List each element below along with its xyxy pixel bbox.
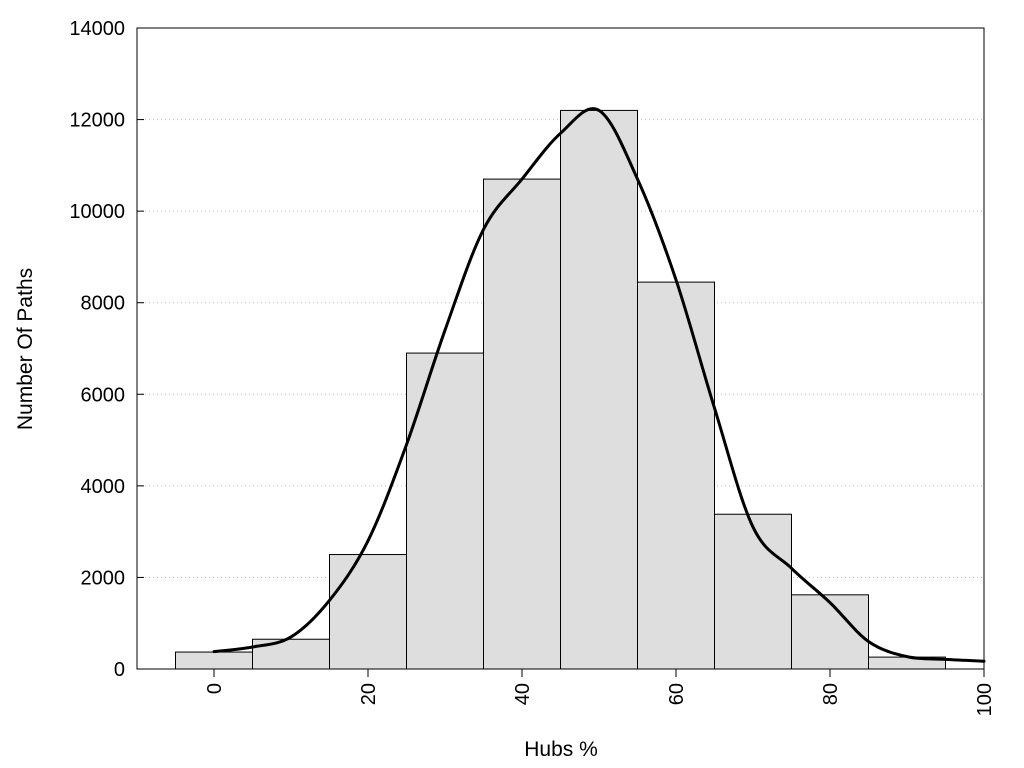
y-tick-label-12000: 12000 [69,110,125,132]
y-axis-ticks: 0 2000 4000 6000 8000 10000 12000 14000 [69,18,144,681]
y-tick-label-14000: 14000 [69,18,125,40]
y-axis-title: Number Of Paths [14,268,37,430]
y-tick-label-0: 0 [114,659,125,681]
histogram-bar-70 [714,513,792,670]
histogram-bars [175,109,946,670]
histogram-bar-10 [252,638,330,670]
y-tick-label-4000: 4000 [81,476,126,498]
histogram-bar-30 [406,352,484,670]
density-curve-layer [212,107,986,663]
x-axis-ticks: 0 20 40 60 80 100 [204,669,996,716]
histogram-bar-50 [560,109,638,670]
x-axis-title: Hubs % [524,738,598,761]
plot-frame [136,27,985,670]
x-tick-label-40: 40 [512,683,534,705]
histogram-bar-20 [329,554,407,670]
x-tick-label-100: 100 [974,683,996,716]
y-tick-label-10000: 10000 [69,201,125,223]
x-tick-label-20: 20 [358,683,380,705]
x-tick-label-60: 60 [666,683,688,705]
x-tick-label-0: 0 [204,683,226,694]
y-tick-label-6000: 6000 [81,384,126,406]
histogram-bar-40 [483,178,561,670]
x-tick-label-80: 80 [820,683,842,705]
density-curve [212,107,986,663]
y-tick-label-8000: 8000 [81,293,126,315]
histogram-bar-0 [175,651,253,670]
histogram-bar-60 [637,281,715,670]
y-tick-label-2000: 2000 [81,567,126,589]
